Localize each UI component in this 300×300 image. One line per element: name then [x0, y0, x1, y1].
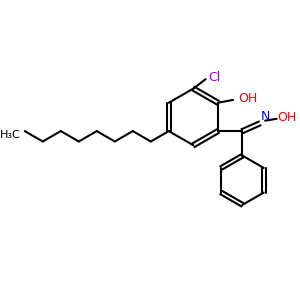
- Text: OH: OH: [278, 111, 297, 124]
- Text: OH: OH: [239, 92, 258, 106]
- Text: H₃C: H₃C: [0, 130, 21, 140]
- Text: N: N: [260, 110, 270, 123]
- Text: Cl: Cl: [208, 71, 221, 84]
